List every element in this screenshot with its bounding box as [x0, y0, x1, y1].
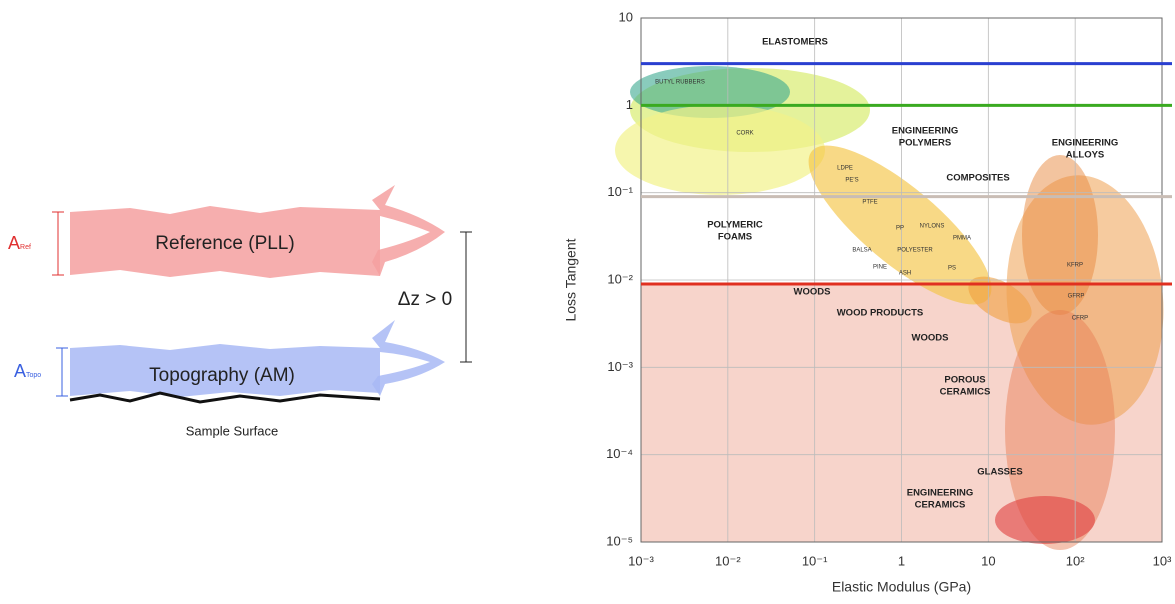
x-tick-label: 10 [981, 553, 995, 568]
material-label: PMMA [953, 236, 971, 242]
x-tick-label: 10⁻³ [628, 553, 654, 568]
region-label: POROUS [944, 375, 985, 386]
y-tick-label: 1 [626, 97, 633, 112]
material-label: CFRP [1072, 316, 1088, 322]
material-label: GFRP [1068, 294, 1085, 300]
y-tick-label: 10⁻³ [607, 359, 633, 374]
x-tick-label: 10² [1066, 553, 1085, 568]
region-label: FOAMS [718, 232, 752, 243]
material-label: CORK [736, 131, 753, 137]
reference-label: Reference (PLL) [155, 233, 294, 254]
ashby-chart: 10⁻³ 10⁻² 10⁻¹ 1 10 10² 10³ 10 1 10⁻¹ 10⁻² 10⁻³ 10⁻⁴… [563, 9, 1172, 595]
region-label: GLASSES [977, 467, 1022, 478]
material-label: POLYESTER [897, 248, 933, 254]
y-axis-label: Loss Tangent [563, 238, 579, 321]
material-region [615, 105, 825, 195]
region-label: POLYMERS [899, 138, 951, 149]
material-label: PP [896, 226, 904, 232]
material-label: BUTYL RUBBERS [655, 80, 705, 86]
offset-label: Δz > 0 [398, 289, 452, 310]
reference-amplitude: ARef [8, 233, 31, 253]
material-label: LDPE [837, 166, 853, 172]
material-region [808, 145, 992, 305]
plot-frame [640, 17, 1163, 543]
material-label: KFRP [1067, 263, 1083, 269]
material-label: BALSA [852, 248, 871, 254]
x-axis-label: Elastic Modulus (GPa) [832, 579, 971, 595]
topography-label: Topography (AM) [149, 365, 295, 386]
region-label: COMPOSITES [946, 173, 1009, 184]
reference-arrow [372, 185, 445, 276]
topography-band [70, 344, 380, 397]
topography-amplitude: ATopo [14, 361, 41, 381]
surface-label: Sample Surface [186, 423, 279, 438]
material-label: PTFE [862, 200, 877, 206]
material-label: ASH [899, 271, 911, 277]
region-label: ENGINEERING [892, 126, 959, 137]
y-tick-label: 10⁻⁵ [606, 533, 633, 548]
material-label: PINE [873, 265, 887, 271]
region-label: WOODS [794, 287, 831, 298]
x-tick-label: 10³ [1153, 553, 1172, 568]
region-label: ENGINEERING [1052, 138, 1119, 149]
region-label: ELASTOMERS [762, 37, 828, 48]
region-label: POLYMERIC [707, 220, 763, 231]
region-label: ENGINEERING [907, 488, 974, 499]
x-tick-label: 1 [898, 553, 905, 568]
y-tick-label: 10⁻¹ [607, 184, 633, 199]
y-tick-label: 10⁻² [607, 271, 633, 286]
material-region [995, 496, 1095, 544]
reference-band [70, 206, 380, 278]
region-label: WOODS [912, 333, 949, 344]
sample-surface [69, 391, 381, 404]
x-tick-label: 10⁻² [715, 553, 741, 568]
region-label: WOOD PRODUCTS [837, 308, 924, 319]
topography-arrow [372, 320, 445, 396]
region-label: CERAMICS [940, 387, 991, 398]
x-tick-label: 10⁻¹ [802, 553, 828, 568]
material-label: NYLONS [920, 224, 945, 230]
y-tick-label: 10⁻⁴ [606, 446, 633, 461]
material-label: PS [948, 266, 956, 272]
region-label: CERAMICS [915, 500, 966, 511]
y-tick-label: 10 [619, 9, 633, 24]
region-label: ALLOYS [1066, 150, 1105, 161]
material-region [1005, 310, 1115, 550]
material-region [1022, 155, 1098, 315]
material-label: PE'S [845, 178, 858, 184]
